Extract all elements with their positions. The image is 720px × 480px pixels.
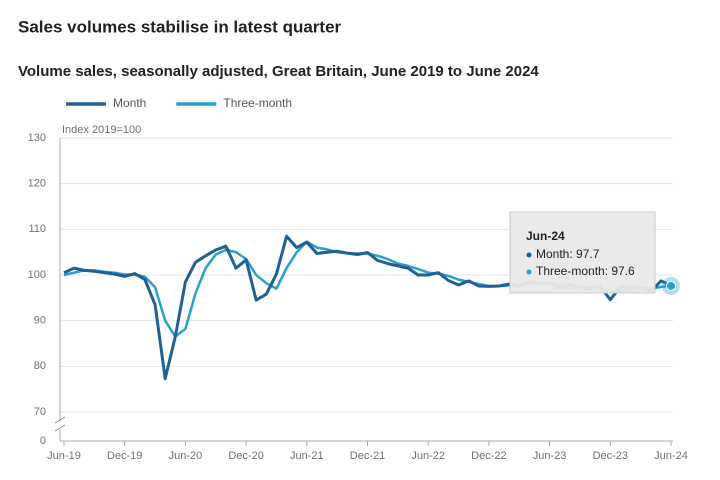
- highlight-point: [666, 280, 676, 291]
- chart-subtitle: Volume sales, seasonally adjusted, Great…: [18, 63, 539, 80]
- y-tick-label: 0: [40, 435, 46, 447]
- x-tick-label: Jun-21: [290, 450, 324, 462]
- legend-label: Month: [113, 96, 146, 110]
- y-tick-label: 130: [28, 132, 46, 144]
- legend-label: Three-month: [223, 96, 292, 110]
- y-tick-label: 80: [34, 360, 46, 372]
- tooltip-bullet: [526, 269, 532, 275]
- tooltip-box: [509, 211, 656, 294]
- y-tick-label: 70: [34, 406, 46, 418]
- axis-break: [54, 424, 66, 432]
- tooltip-line: Three-month: 97.6: [536, 264, 635, 278]
- x-tick-label: Dec-23: [593, 450, 628, 462]
- y-tick-label: 90: [34, 315, 46, 327]
- x-tick-label: Jun-22: [411, 450, 445, 462]
- x-tick-label: Dec-19: [107, 450, 142, 462]
- y-tick-label: 110: [28, 223, 46, 235]
- y-tick-label: 120: [28, 178, 46, 190]
- tooltip-line: Month: 97.7: [536, 247, 600, 261]
- x-tick-label: Jun-23: [533, 450, 567, 462]
- x-tick-label: Jun-19: [47, 450, 81, 462]
- x-tick-label: Dec-20: [228, 450, 263, 462]
- x-tick-label: Dec-21: [350, 450, 385, 462]
- chart-title: Sales volumes stabilise in latest quarte…: [18, 17, 342, 36]
- x-tick-label: Dec-22: [471, 450, 506, 462]
- tooltip-title: Jun-24: [526, 229, 565, 243]
- x-tick-label: Jun-20: [169, 450, 203, 462]
- axis-break: [54, 416, 66, 424]
- x-tick-label: Jun-24: [654, 450, 688, 462]
- y-tick-label: 100: [28, 269, 46, 281]
- tooltip-bullet: [526, 252, 532, 258]
- y-axis-label: Index 2019=100: [62, 124, 141, 136]
